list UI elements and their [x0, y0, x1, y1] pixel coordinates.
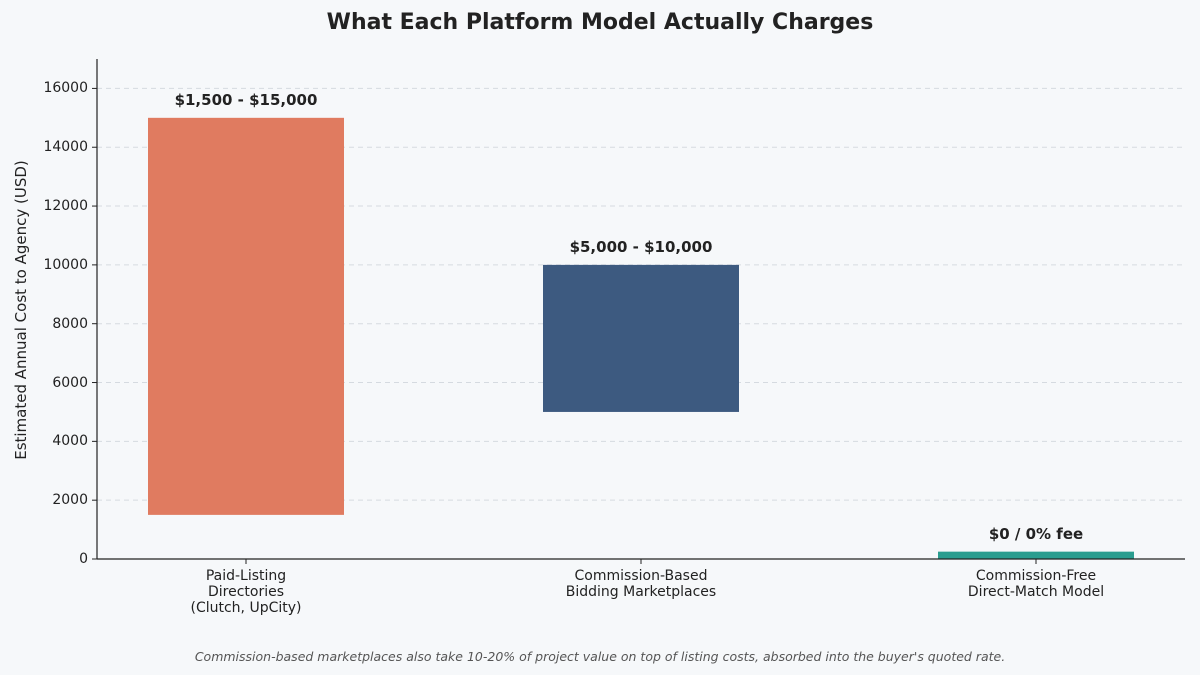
x-tick-label: Paid-Listing Directories (Clutch, UpCity…	[190, 568, 302, 616]
bar	[938, 551, 1134, 559]
y-tick-label: 8000	[52, 315, 88, 332]
x-tick-label: Commission-Free Direct-Match Model	[967, 568, 1105, 600]
y-tick-label: 0	[79, 551, 88, 567]
y-tick-label: 14000	[43, 139, 88, 156]
bar-data-label: $5,000 - $10,000	[569, 237, 713, 256]
footnote: Commission-based marketplaces also take …	[194, 649, 1006, 664]
bars	[148, 117, 1134, 559]
y-tick-label: 10000	[43, 256, 88, 273]
y-tick-label: 6000	[52, 374, 88, 391]
y-tick-label: 2000	[52, 492, 88, 509]
chart-title: What Each Platform Model Actually Charge…	[326, 10, 874, 35]
y-tick-label: 16000	[43, 80, 88, 97]
x-tick-label: Commission-Based Bidding Marketplaces	[565, 568, 717, 600]
bar	[148, 117, 344, 515]
bar-data-label: $0 / 0% fee	[988, 524, 1084, 543]
y-tick-label: 12000	[43, 198, 88, 215]
axes	[92, 59, 1185, 564]
bar	[543, 264, 739, 412]
y-tick-label: 4000	[52, 433, 88, 450]
bar-data-label: $1,500 - $15,000	[174, 90, 318, 109]
